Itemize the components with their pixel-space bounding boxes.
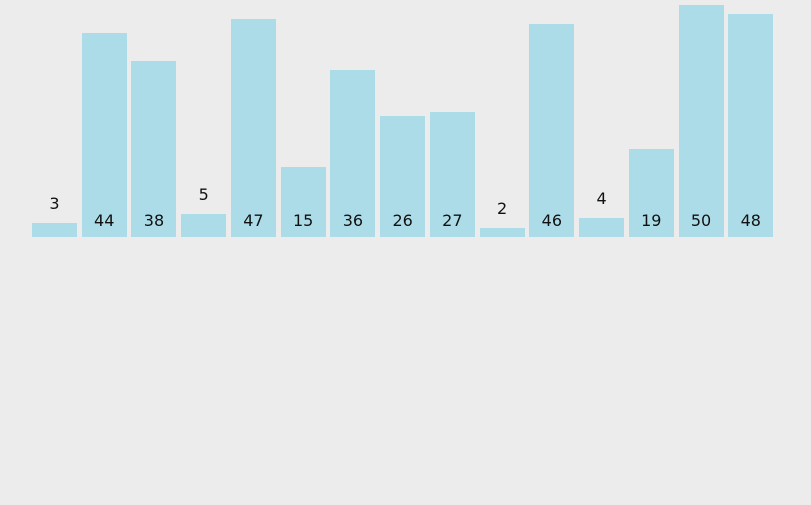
bar-label-1: 44	[94, 211, 115, 230]
bar-14[interactable]	[728, 14, 774, 237]
bar-2[interactable]	[131, 60, 177, 237]
bar-label-6: 36	[342, 211, 364, 230]
bar-label-11: 4	[596, 189, 607, 209]
bar-label-7: 26	[392, 211, 413, 230]
bar-label-2: 38	[143, 211, 165, 230]
bar-12[interactable]	[628, 148, 674, 237]
bar-11[interactable]	[579, 218, 625, 237]
bar-9[interactable]	[479, 227, 525, 237]
bar-label-8: 27	[442, 211, 463, 230]
bar-4[interactable]	[230, 18, 276, 237]
bar-label-9: 2	[497, 198, 508, 218]
bar-label-5: 15	[292, 211, 314, 230]
bar-label-12: 19	[641, 211, 662, 230]
bar-3[interactable]	[181, 213, 227, 237]
bar-1[interactable]	[81, 32, 127, 237]
bar-label-13: 50	[690, 211, 712, 230]
bar-label-10: 46	[541, 211, 562, 230]
bar-label-14: 48	[740, 211, 761, 230]
bar-13[interactable]	[678, 5, 724, 237]
bar-0[interactable]	[32, 223, 77, 237]
bar-10[interactable]	[529, 23, 575, 237]
bar-8[interactable]	[429, 111, 475, 237]
bar-5[interactable]	[280, 167, 326, 237]
bar-6[interactable]	[330, 69, 376, 237]
bar-label-3: 5	[198, 184, 209, 204]
bar-label-0: 3	[49, 194, 60, 214]
bar-label-4: 47	[243, 211, 264, 230]
bar-7[interactable]	[380, 116, 426, 237]
